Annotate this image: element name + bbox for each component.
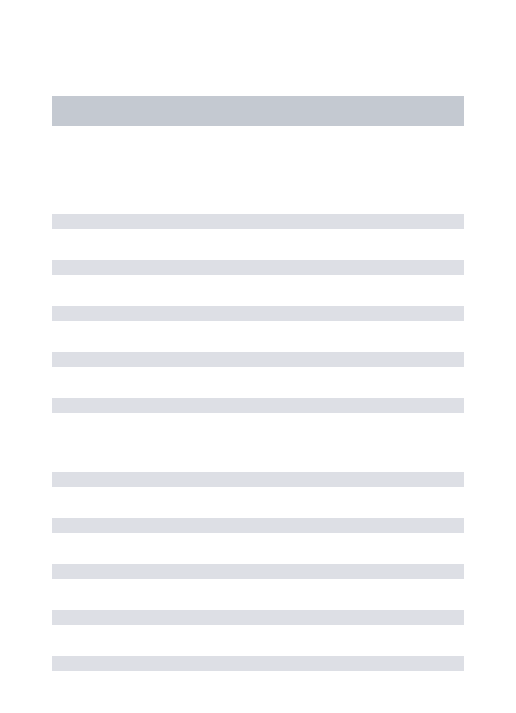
section-gap — [52, 444, 464, 472]
skeleton-line — [52, 610, 464, 625]
skeleton-header-bar — [52, 96, 464, 126]
skeleton-line — [52, 564, 464, 579]
skeleton-line — [52, 656, 464, 671]
skeleton-container — [0, 0, 516, 671]
skeleton-line — [52, 306, 464, 321]
skeleton-line — [52, 518, 464, 533]
skeleton-line — [52, 260, 464, 275]
skeleton-line — [52, 472, 464, 487]
skeleton-line — [52, 398, 464, 413]
skeleton-line — [52, 352, 464, 367]
skeleton-lines-wrapper — [52, 214, 464, 671]
skeleton-line — [52, 214, 464, 229]
